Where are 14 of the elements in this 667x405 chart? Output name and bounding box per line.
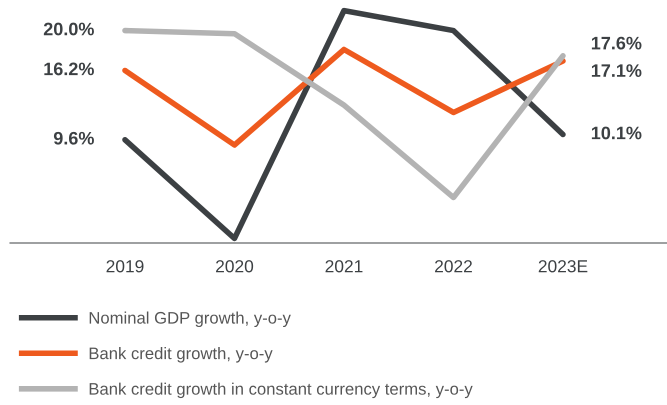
data-label: 9.6% bbox=[54, 132, 94, 145]
data-label: 10.1% bbox=[592, 126, 642, 140]
x-tick-label: 2019 bbox=[106, 260, 144, 272]
x-tick-label: 2020 bbox=[216, 260, 254, 272]
data-label: 17.6% bbox=[592, 36, 642, 50]
legend-label: Bank credit growth in constant currency terms, y-o-y bbox=[90, 382, 473, 398]
data-label: 20.0% bbox=[44, 22, 94, 36]
x-tick-label: 2022 bbox=[435, 260, 472, 272]
legend-label: Nominal GDP growth, y-o-y bbox=[90, 311, 291, 328]
data-label: 17.1% bbox=[592, 64, 642, 77]
legend-label: Bank credit growth, y-o-y bbox=[90, 347, 273, 363]
data-label: 16.2% bbox=[44, 62, 94, 76]
x-tick-label: 2021 bbox=[326, 260, 362, 272]
x-tick-label: 2023E bbox=[538, 260, 588, 272]
